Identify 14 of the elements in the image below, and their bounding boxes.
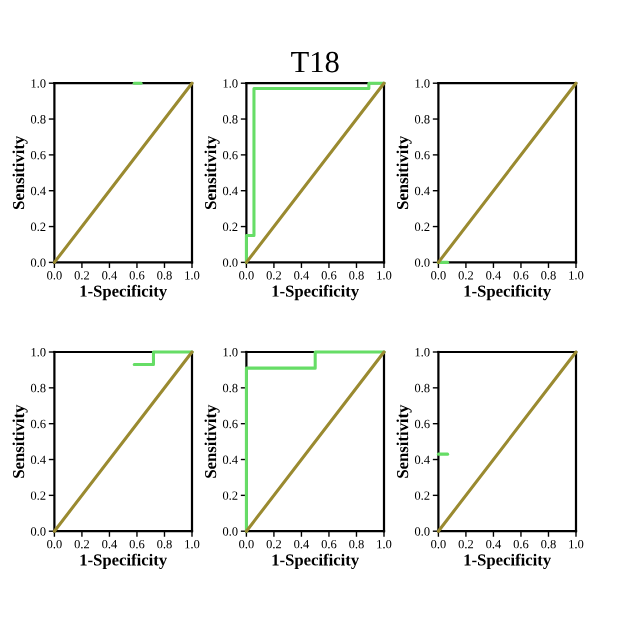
- x-axis-title: 1-Specificity: [272, 553, 360, 569]
- x-axis-title: 1-Specificity: [464, 553, 552, 569]
- x-axis-title: 1-Specificity: [80, 553, 168, 569]
- y-axis-title: Sensitivity: [396, 135, 412, 209]
- y-axis-title: Sensitivity: [12, 404, 28, 478]
- line-series: [244, 81, 386, 264]
- x-axis-title: 1-Specificity: [80, 284, 168, 301]
- chart-title: T18: [291, 51, 339, 73]
- y-axis-title: Sensitivity: [396, 404, 412, 478]
- y-axis-title: Sensitivity: [204, 135, 220, 209]
- y-axis-title: Sensitivity: [204, 404, 220, 478]
- x-axis-title: 1-Specificity: [464, 284, 552, 301]
- y-axis-title: Sensitivity: [12, 135, 28, 209]
- x-axis-title: 1-Specificity: [272, 284, 360, 301]
